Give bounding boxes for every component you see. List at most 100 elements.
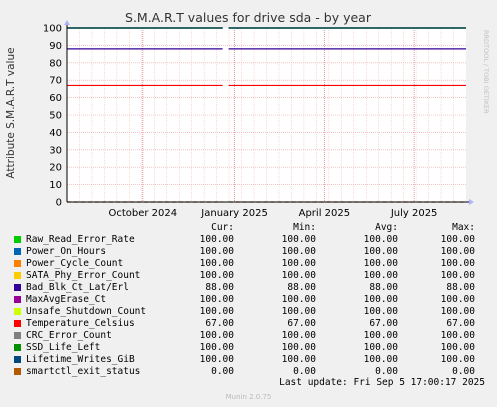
legend-value-cur: 67.00	[154, 318, 234, 329]
legend-value-min: 100.00	[236, 306, 316, 317]
legend-value-avg: 0.00	[318, 366, 398, 377]
legend-value-min: 100.00	[236, 246, 316, 257]
last-update: Last update: Fri Sep 5 17:00:17 2025	[279, 377, 485, 388]
legend-value-avg: 100.00	[318, 330, 398, 341]
rrdtool-label: RRDTOOL / TOBI OETIKER	[482, 30, 490, 114]
legend-swatch	[14, 284, 21, 291]
legend-series-name: Unsafe_Shutdown_Count	[26, 306, 146, 317]
y-tick-label: 60	[49, 93, 62, 104]
y-tick-label: 30	[49, 145, 62, 156]
y-tick-label: 70	[49, 76, 62, 87]
chart-title: S.M.A.R.T values for drive sda - by year	[125, 10, 372, 25]
legend-swatch	[14, 248, 21, 255]
legend-value-max: 100.00	[395, 330, 475, 341]
legend-series-name: Power_On_Hours	[26, 246, 106, 257]
legend-swatch	[14, 344, 21, 351]
legend-row: Temperature_Celsius 67.00 67.00 67.00 67.00	[0, 318, 497, 330]
legend-value-min: 100.00	[236, 258, 316, 269]
legend-row: Unsafe_Shutdown_Count 100.00 100.00 100.00 1…	[0, 306, 497, 318]
legend-swatch	[14, 296, 21, 303]
y-tick-label: 20	[49, 163, 62, 174]
x-axis-arrow	[469, 199, 474, 205]
legend-value-avg: 100.00	[318, 270, 398, 281]
legend-value-min: 100.00	[236, 294, 316, 305]
legend-series-name: Power_Cycle_Count	[26, 258, 123, 269]
legend-value-cur: 100.00	[154, 294, 234, 305]
legend-value-min: 88.00	[236, 282, 316, 293]
legend-swatch	[14, 308, 21, 315]
legend-swatch	[14, 332, 21, 339]
smart-chart: 0 10 20 30 40 50 60 70 80 90 100 October 2024 Januar…	[0, 0, 497, 222]
legend-row: Power_On_Hours 100.00 100.00 100.00 100.00	[0, 246, 497, 258]
legend-value-max: 67.00	[395, 318, 475, 329]
legend-value-cur: 100.00	[154, 258, 234, 269]
y-axis-label: Attribute S.M.A.R.T value	[5, 47, 17, 178]
legend-value-max: 100.00	[395, 234, 475, 245]
legend-value-cur: 100.00	[154, 234, 234, 245]
legend-value-min: 100.00	[236, 354, 316, 365]
legend-value-cur: 100.00	[154, 246, 234, 257]
x-tick-label: July 2025	[390, 208, 438, 219]
legend-value-max: 100.00	[395, 342, 475, 353]
legend-header-min: Min:	[236, 222, 316, 233]
legend-header-max: Max:	[395, 222, 475, 233]
legend-value-max: 88.00	[395, 282, 475, 293]
y-tick-label: 40	[49, 128, 62, 139]
legend-series-name: SATA_Phy_Error_Count	[26, 270, 140, 281]
legend-series-name: Lifetime_Writes_GiB	[26, 354, 135, 365]
x-tick-label: January 2025	[200, 208, 268, 219]
legend-swatch	[14, 320, 21, 327]
legend-value-min: 100.00	[236, 330, 316, 341]
legend-row: MaxAvgErase_Ct 100.00 100.00 100.00 100.00	[0, 294, 497, 306]
legend-row: SSD_Life_Left 100.00 100.00 100.00 100.00	[0, 342, 497, 354]
legend-value-min: 67.00	[236, 318, 316, 329]
legend-value-avg: 100.00	[318, 306, 398, 317]
legend-value-max: 100.00	[395, 306, 475, 317]
legend-value-cur: 0.00	[154, 366, 234, 377]
legend-value-avg: 88.00	[318, 282, 398, 293]
y-tick-label: 0	[56, 198, 62, 209]
legend-row: Bad_Blk_Ct_Lat/Erl 88.00 88.00 88.00 88.00	[0, 282, 497, 294]
legend-value-min: 100.00	[236, 234, 316, 245]
legend-value-min: 100.00	[236, 270, 316, 281]
legend-series-name: Temperature_Celsius	[26, 318, 135, 329]
y-tick-label: 90	[49, 41, 62, 52]
legend-value-cur: 88.00	[154, 282, 234, 293]
legend-value-max: 100.00	[395, 294, 475, 305]
legend-value-cur: 100.00	[154, 270, 234, 281]
legend-value-cur: 100.00	[154, 306, 234, 317]
legend-value-avg: 100.00	[318, 294, 398, 305]
legend-series-name: Raw_Read_Error_Rate	[26, 234, 135, 245]
legend-header-avg: Avg:	[318, 222, 398, 233]
legend-series-name: Bad_Blk_Ct_Lat/Erl	[26, 282, 129, 293]
legend-series-name: CRC_Error_Count	[26, 330, 112, 341]
y-tick-label: 50	[49, 111, 62, 122]
legend-swatch	[14, 368, 21, 375]
legend-value-avg: 100.00	[318, 234, 398, 245]
legend-value-cur: 100.00	[154, 342, 234, 353]
y-tick-label: 80	[49, 58, 62, 69]
legend-value-max: 0.00	[395, 366, 475, 377]
y-tick-label: 100	[43, 24, 62, 35]
y-axis-arrow	[64, 20, 70, 25]
legend-value-max: 100.00	[395, 246, 475, 257]
y-tick-label: 10	[49, 180, 62, 191]
legend-value-cur: 100.00	[154, 354, 234, 365]
legend-value-avg: 100.00	[318, 258, 398, 269]
legend-row: SATA_Phy_Error_Count 100.00 100.00 100.00 10…	[0, 270, 497, 282]
legend-value-max: 100.00	[395, 258, 475, 269]
legend-series-name: SSD_Life_Left	[26, 342, 100, 353]
legend-row: CRC_Error_Count 100.00 100.00 100.00 100.00	[0, 330, 497, 342]
x-tick-label: October 2024	[108, 208, 177, 219]
legend-series-name: MaxAvgErase_Ct	[26, 294, 106, 305]
x-tick-label: April 2025	[299, 208, 350, 219]
legend-value-min: 0.00	[236, 366, 316, 377]
legend-value-avg: 100.00	[318, 246, 398, 257]
legend-value-cur: 100.00	[154, 330, 234, 341]
legend-header-cur: Cur:	[154, 222, 234, 233]
legend-series-name: smartctl_exit_status	[26, 366, 140, 377]
legend-swatch	[14, 272, 21, 279]
legend-swatch	[14, 260, 21, 267]
legend-row: Raw_Read_Error_Rate 100.00 100.00 100.00 100…	[0, 234, 497, 246]
legend-value-avg: 67.00	[318, 318, 398, 329]
